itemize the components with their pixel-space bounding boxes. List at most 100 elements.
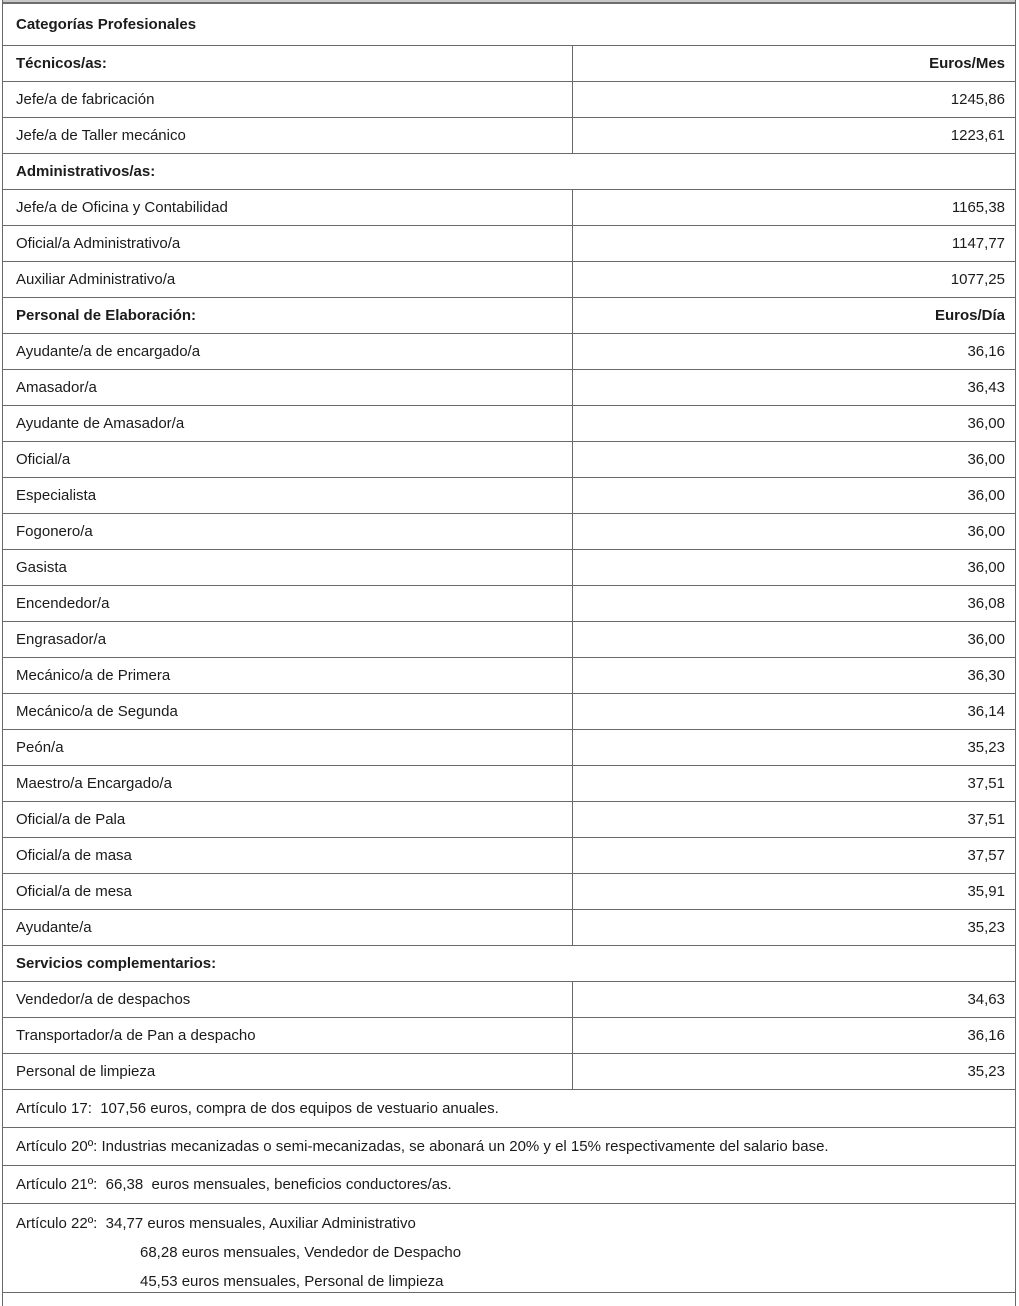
amount-cell: 34,63 bbox=[967, 991, 1005, 1008]
amount-cell: 37,57 bbox=[967, 847, 1005, 864]
category-cell: Encendedor/a bbox=[3, 586, 573, 621]
table-row: Oficial/a de masa 37,57 bbox=[3, 838, 1015, 874]
table-row: Jefe/a de fabricación 1245,86 bbox=[3, 82, 1015, 118]
category-cell: Jefe/a de Oficina y Contabilidad bbox=[3, 190, 573, 225]
article-row: Artículo 17: 107,56 euros, compra de dos… bbox=[3, 1090, 1015, 1128]
amount-cell: 36,00 bbox=[967, 487, 1005, 504]
amount-cell: 36,00 bbox=[967, 523, 1005, 540]
amount-cell: 35,23 bbox=[967, 1063, 1005, 1080]
article-continuation-line: 45,53 euros mensuales, Personal de limpi… bbox=[140, 1273, 444, 1290]
table-row: Engrasador/a 36,00 bbox=[3, 622, 1015, 658]
table-row: Vendedor/a de despachos 34,63 bbox=[3, 982, 1015, 1018]
section-header-row: Administrativos/as: bbox=[3, 154, 1015, 190]
amount-cell: 37,51 bbox=[967, 775, 1005, 792]
article-row: Artículo 22º: 34,77 euros mensuales, Aux… bbox=[3, 1204, 1015, 1293]
amount-cell: 1223,61 bbox=[950, 127, 1005, 144]
section-header-label: Administrativos/as: bbox=[16, 163, 156, 180]
amount-cell: 35,23 bbox=[967, 739, 1005, 756]
table-row: Oficial/a de mesa 35,91 bbox=[3, 874, 1015, 910]
category-cell: Oficial/a bbox=[3, 442, 573, 477]
table-row: Fogonero/a 36,00 bbox=[3, 514, 1015, 550]
table-row: Mecánico/a de Primera 36,30 bbox=[3, 658, 1015, 694]
table-title-row: Categorías Profesionales bbox=[3, 4, 1015, 46]
category-cell: Jefe/a de Taller mecánico bbox=[3, 118, 573, 153]
category-cell: Personal de limpieza bbox=[3, 1054, 573, 1089]
group-header-row: Personal de Elaboración: Euros/Día bbox=[3, 298, 1015, 334]
category-cell: Especialista bbox=[3, 478, 573, 513]
table-row: Transportador/a de Pan a despacho 36,16 bbox=[3, 1018, 1015, 1054]
table-row: Personal de limpieza 35,23 bbox=[3, 1054, 1015, 1090]
article-text: Artículo 17: 107,56 euros, compra de dos… bbox=[16, 1100, 499, 1117]
article-continuation-line: 68,28 euros mensuales, Vendedor de Despa… bbox=[140, 1244, 462, 1261]
article-row: Artículo 20º: Industrias mecanizadas o s… bbox=[3, 1128, 1015, 1166]
category-cell: Ayudante/a bbox=[3, 910, 573, 945]
amount-cell: 36,30 bbox=[967, 667, 1005, 684]
table-row: Jefe/a de Oficina y Contabilidad 1165,38 bbox=[3, 190, 1015, 226]
category-cell: Ayudante/a de encargado/a bbox=[3, 334, 573, 369]
table-title: Categorías Profesionales bbox=[16, 16, 197, 33]
amount-cell: 36,08 bbox=[967, 595, 1005, 612]
table-row: Auxiliar Administrativo/a 1077,25 bbox=[3, 262, 1015, 298]
table-row: Encendedor/a 36,08 bbox=[3, 586, 1015, 622]
category-cell: Peón/a bbox=[3, 730, 573, 765]
amount-cell: 36,00 bbox=[967, 451, 1005, 468]
category-cell: Engrasador/a bbox=[3, 622, 573, 657]
table-row: Oficial/a 36,00 bbox=[3, 442, 1015, 478]
table-row: Ayudante/a 35,23 bbox=[3, 910, 1015, 946]
amount-cell: 37,51 bbox=[967, 811, 1005, 828]
group-header-label: Técnicos/as: bbox=[3, 46, 573, 81]
category-cell: Gasista bbox=[3, 550, 573, 585]
article-text: Artículo 21º: 66,38 euros mensuales, ben… bbox=[16, 1176, 452, 1193]
section-header-label: Servicios complementarios: bbox=[16, 955, 217, 972]
amount-cell: 1077,25 bbox=[950, 271, 1005, 288]
table-row: Mecánico/a de Segunda 36,14 bbox=[3, 694, 1015, 730]
section-header-row: Servicios complementarios: bbox=[3, 946, 1015, 982]
table-row: Amasador/a 36,43 bbox=[3, 370, 1015, 406]
table-row: Ayudante de Amasador/a 36,00 bbox=[3, 406, 1015, 442]
article-row: Artículo 21º: 66,38 euros mensuales, ben… bbox=[3, 1166, 1015, 1204]
clipped-row-remnant-top bbox=[3, 0, 1015, 4]
category-cell: Fogonero/a bbox=[3, 514, 573, 549]
table-row: Oficial/a Administrativo/a 1147,77 bbox=[3, 226, 1015, 262]
amount-cell: 1147,77 bbox=[951, 235, 1005, 252]
table-rows: Categorías Profesionales Técnicos/as: Eu… bbox=[3, 4, 1015, 1293]
table-row: Ayudante/a de encargado/a 36,16 bbox=[3, 334, 1015, 370]
amount-cell: 36,00 bbox=[967, 559, 1005, 576]
unit-header-label: Euros/Mes bbox=[929, 55, 1005, 72]
category-cell: Auxiliar Administrativo/a bbox=[3, 262, 573, 297]
category-cell: Oficial/a Administrativo/a bbox=[3, 226, 573, 261]
category-cell: Oficial/a de Pala bbox=[3, 802, 573, 837]
article-text: Artículo 20º: Industrias mecanizadas o s… bbox=[16, 1138, 829, 1155]
table-row: Especialista 36,00 bbox=[3, 478, 1015, 514]
table-row: Maestro/a Encargado/a 37,51 bbox=[3, 766, 1015, 802]
amount-cell: 35,91 bbox=[967, 883, 1005, 900]
category-cell: Oficial/a de masa bbox=[3, 838, 573, 873]
amount-cell: 1245,86 bbox=[950, 91, 1005, 108]
article-text: Artículo 22º: 34,77 euros mensuales, Aux… bbox=[16, 1215, 416, 1232]
category-cell: Maestro/a Encargado/a bbox=[3, 766, 573, 801]
amount-cell: 36,00 bbox=[967, 415, 1005, 432]
category-cell: Transportador/a de Pan a despacho bbox=[3, 1018, 573, 1053]
table-row: Gasista 36,00 bbox=[3, 550, 1015, 586]
category-cell: Mecánico/a de Primera bbox=[3, 658, 573, 693]
amount-cell: 36,00 bbox=[967, 631, 1005, 648]
category-cell: Amasador/a bbox=[3, 370, 573, 405]
amount-cell: 36,16 bbox=[967, 343, 1005, 360]
table-row: Oficial/a de Pala 37,51 bbox=[3, 802, 1015, 838]
amount-cell: 36,14 bbox=[967, 703, 1005, 720]
amount-cell: 35,23 bbox=[967, 919, 1005, 936]
amount-cell: 36,16 bbox=[967, 1027, 1005, 1044]
category-cell: Jefe/a de fabricación bbox=[3, 82, 573, 117]
table-row: Peón/a 35,23 bbox=[3, 730, 1015, 766]
unit-header-label: Euros/Día bbox=[934, 307, 1005, 324]
category-cell: Ayudante de Amasador/a bbox=[3, 406, 573, 441]
amount-cell: 1165,38 bbox=[951, 199, 1005, 216]
category-cell: Vendedor/a de despachos bbox=[3, 982, 573, 1017]
amount-cell: 36,43 bbox=[967, 379, 1005, 396]
category-cell: Mecánico/a de Segunda bbox=[3, 694, 573, 729]
group-header-label: Personal de Elaboración: bbox=[3, 298, 573, 333]
category-cell: Oficial/a de mesa bbox=[3, 874, 573, 909]
table-row: Jefe/a de Taller mecánico 1223,61 bbox=[3, 118, 1015, 154]
group-header-row: Técnicos/as: Euros/Mes bbox=[3, 46, 1015, 82]
